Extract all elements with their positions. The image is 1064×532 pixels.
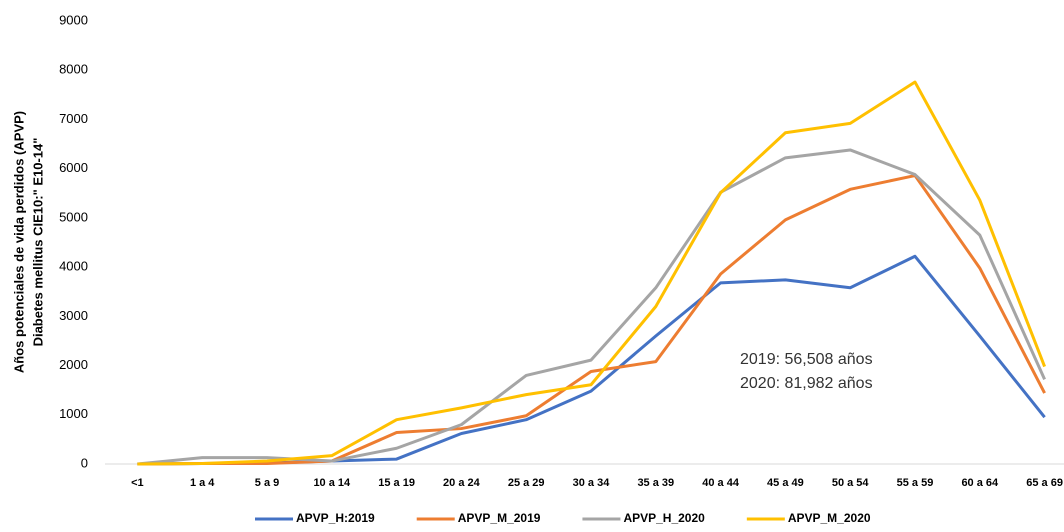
x-tick-label: 40 a 44 xyxy=(702,477,740,489)
y-tick-label: 3000 xyxy=(59,308,88,323)
y-tick-label: 0 xyxy=(81,455,88,470)
series-line xyxy=(137,174,1046,466)
y-tick-label: 1000 xyxy=(59,406,88,421)
annotation: 2020: 81,982 años xyxy=(740,375,873,392)
series-line xyxy=(137,80,1046,466)
legend-label: APVP_H:2019 xyxy=(296,511,375,525)
x-tick-label: 55 a 59 xyxy=(897,477,934,489)
x-tick-label: 5 a 9 xyxy=(255,477,279,489)
legend-label: APVP_M_2019 xyxy=(458,511,541,525)
y-tick-label: 4000 xyxy=(59,259,88,274)
y-tick-label: 6000 xyxy=(59,160,88,175)
y-axis-label: Diabetes mellitus CIE10:" E10-14" xyxy=(30,138,45,347)
x-tick-label: 50 a 54 xyxy=(832,477,870,489)
y-tick-label: 7000 xyxy=(59,111,88,126)
x-tick-label: <1 xyxy=(131,477,144,489)
x-tick-label: 1 a 4 xyxy=(190,477,215,489)
legend-label: APVP_H_2020 xyxy=(623,511,705,525)
x-tick-label: 20 a 24 xyxy=(443,477,481,489)
y-tick-label: 2000 xyxy=(59,357,88,372)
y-tick-label: 9000 xyxy=(59,12,88,27)
y-axis-label: Años potenciales de vida perdidos (APVP) xyxy=(11,111,26,373)
x-tick-label: 15 a 19 xyxy=(378,477,415,489)
x-tick-label: 65 a 69 xyxy=(1026,477,1063,489)
legend-label: APVP_M_2020 xyxy=(788,511,871,525)
series-line xyxy=(137,148,1046,466)
x-tick-label: 30 a 34 xyxy=(573,477,611,489)
y-tick-label: 8000 xyxy=(59,62,88,77)
annotation: 2019: 56,508 años xyxy=(740,351,873,368)
x-tick-label: 45 a 49 xyxy=(767,477,804,489)
x-tick-label: 35 a 39 xyxy=(637,477,674,489)
y-tick-label: 5000 xyxy=(59,209,88,224)
x-tick-label: 60 a 64 xyxy=(961,477,999,489)
x-tick-label: 25 a 29 xyxy=(508,477,545,489)
x-tick-label: 10 a 14 xyxy=(313,477,351,489)
